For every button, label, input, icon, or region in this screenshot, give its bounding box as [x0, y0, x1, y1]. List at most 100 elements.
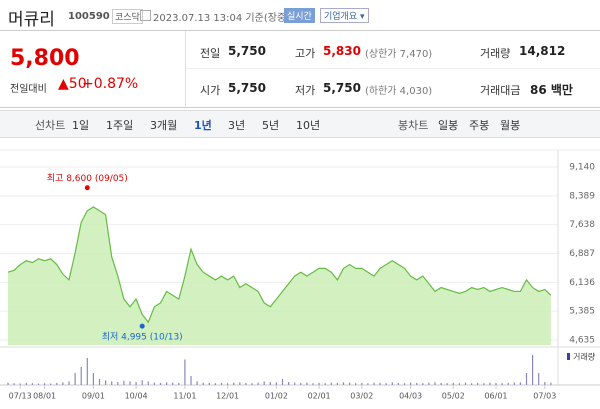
volume-bar: [300, 382, 302, 385]
y-tick-label: 7,638: [569, 220, 595, 230]
volume-bar: [105, 380, 107, 385]
y-tick-label: 8,389: [569, 191, 595, 201]
volume-bar: [257, 382, 259, 385]
tab[interactable]: 1주일: [106, 119, 134, 132]
volume-bar: [342, 382, 345, 385]
volume-bar: [178, 382, 180, 385]
volume-bar: [281, 379, 284, 385]
stat-label: 시가: [200, 84, 221, 97]
change: ▲50: [58, 76, 87, 92]
volume-bar: [428, 382, 430, 385]
volume-bar: [275, 382, 277, 385]
volume-bar: [196, 381, 198, 385]
annotation-marker: [84, 185, 90, 191]
realtime-badge[interactable]: 실시간: [284, 8, 315, 23]
price-line: [7, 206, 552, 324]
volume-bar: [233, 382, 235, 385]
stat-value: 86 백만: [530, 83, 573, 97]
tab[interactable]: 5년: [262, 119, 280, 132]
tab[interactable]: 1일: [72, 119, 90, 132]
volume-bar: [31, 383, 33, 385]
volume-bar: [135, 382, 137, 385]
volume-label: 거래량: [573, 352, 596, 362]
x-tick-label: 12/01: [216, 392, 239, 401]
volume-bar: [92, 373, 94, 385]
x-tick-label: 07/03: [533, 392, 556, 401]
volume-bar: [56, 382, 58, 385]
volume-bar: [269, 382, 271, 385]
volume-bar: [294, 382, 296, 385]
stock-code: 100590: [68, 11, 110, 22]
market-badge: 코스닥: [112, 9, 143, 24]
volume-bar: [111, 381, 113, 385]
volume-bar: [373, 382, 375, 385]
y-tick-label: 5,385: [569, 307, 595, 317]
tab[interactable]: 주봉: [469, 119, 490, 132]
annotation-marker: [139, 323, 145, 329]
x-tick-label: 10/04: [125, 392, 148, 401]
volume-bar: [172, 382, 174, 385]
volume-bar: [446, 383, 448, 385]
volume-bar: [355, 383, 357, 385]
price: 5,800: [10, 46, 80, 71]
stat-note: (상한가 7,470): [365, 49, 433, 60]
stat-label: 거래량: [480, 47, 511, 60]
volume-bar: [220, 382, 223, 385]
volume-bar: [159, 382, 162, 385]
price-area: [8, 206, 551, 345]
change-value: 50: [68, 76, 87, 92]
volume-bar: [245, 382, 247, 385]
volume-bar: [86, 358, 88, 385]
volume-bar: [37, 383, 40, 385]
x-tick-label: 02/01: [308, 392, 331, 401]
volume-bar: [477, 382, 479, 385]
volume-bar: [416, 382, 418, 385]
volume-bar: [98, 379, 101, 385]
tab[interactable]: 일봉: [438, 119, 459, 132]
tab[interactable]: 1년: [194, 119, 212, 132]
annotation-label: 최고 8,600 (09/05): [47, 173, 128, 184]
tab[interactable]: 3개월: [150, 119, 178, 132]
volume-bar: [166, 382, 168, 385]
volume-bar: [190, 376, 192, 385]
volume-bar: [19, 383, 21, 385]
volume-bar: [525, 373, 528, 385]
datetime: 2023.07.13 13:04 기준(장중): [153, 13, 291, 24]
tab[interactable]: 월봉: [500, 119, 521, 132]
x-tick-label: 01/02: [265, 392, 288, 401]
company-button[interactable]: 기업개요 ▾: [320, 8, 369, 23]
tab-group-label: 봉차트: [398, 119, 429, 132]
volume-bar: [434, 382, 436, 385]
volume-bar: [184, 359, 186, 385]
tab[interactable]: 10년: [296, 119, 321, 132]
volume-bar: [464, 382, 467, 385]
x-tick-label: 08/01: [33, 392, 56, 401]
x-tick-label: 07/13: [9, 392, 32, 401]
volume-bar: [318, 382, 320, 385]
x-tick-label: 04/03: [399, 392, 422, 401]
volume-bar: [50, 383, 52, 385]
volume-bar: [74, 373, 76, 385]
volume-bar: [147, 381, 149, 385]
x-tick-label: 09/01: [82, 392, 105, 401]
stat-value: 14,812: [519, 44, 566, 58]
volume-bar: [538, 373, 540, 385]
volume-bar: [129, 381, 131, 385]
volume-bar: [263, 381, 265, 385]
stock-name: 머큐리: [8, 10, 55, 30]
volume-bar: [410, 382, 412, 385]
volume-bar: [379, 382, 381, 385]
volume-bar: [495, 382, 497, 385]
volume-bar: [361, 382, 363, 385]
stat-value: 5,750: [228, 81, 266, 95]
tab-bar: [0, 110, 600, 138]
y-tick-label: 9,140: [569, 163, 595, 173]
volume-bar: [80, 367, 82, 385]
tab[interactable]: 3년: [228, 119, 246, 132]
volume-bar: [7, 382, 9, 385]
volume-bar: [501, 383, 503, 385]
stat-note: (하한가 4,030): [365, 86, 433, 97]
tab-group-label: 선차트: [35, 119, 66, 132]
